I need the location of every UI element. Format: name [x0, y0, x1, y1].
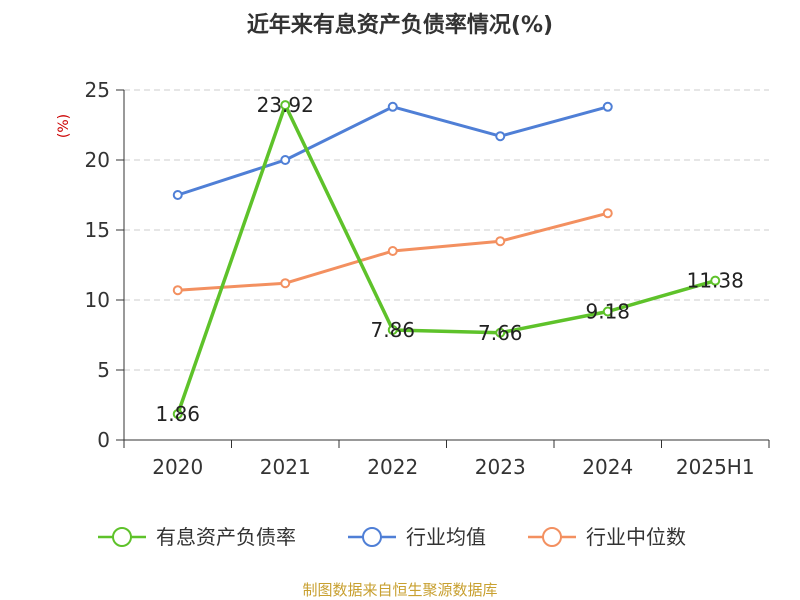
data-point — [172, 190, 183, 200]
data-point — [387, 324, 398, 335]
x-tick-label: 2021 — [260, 455, 311, 479]
data-label: 1.86 — [155, 402, 200, 426]
legend-marker — [112, 527, 132, 547]
y-tick-label: 15 — [85, 218, 110, 242]
data-labels: 1.86 23.92 7.86 7.66 9.18 11.38 — [155, 93, 743, 426]
grid-lines — [124, 89, 769, 371]
y-axis-label: (%) — [56, 114, 72, 138]
chart-title: 近年来有息资产负债率情况(%) — [247, 12, 553, 38]
data-label: 11.38 — [687, 269, 744, 293]
x-tick-label: 2024 — [582, 455, 633, 479]
legend-label: 有息资产负债率 — [156, 525, 296, 549]
data-point — [280, 155, 291, 165]
data-point — [495, 236, 506, 247]
source-text: 制图数据来自恒生聚源数据库 — [302, 581, 497, 599]
data-point — [495, 327, 506, 338]
legend-item[interactable]: 行业均值 — [348, 525, 486, 549]
data-point — [602, 101, 613, 112]
y-tick-label: 10 — [85, 288, 110, 312]
legend-marker — [362, 527, 382, 547]
y-tick-label: 25 — [85, 78, 110, 102]
data-label: 7.66 — [478, 321, 523, 345]
series-group — [172, 100, 721, 419]
data-point — [495, 131, 506, 142]
x-tick-label: 2022 — [367, 455, 418, 479]
legend-label: 行业均值 — [406, 525, 486, 549]
data-point — [280, 100, 291, 111]
data-point — [172, 285, 183, 296]
data-point — [387, 101, 398, 112]
x-tick-label: 2020 — [152, 455, 203, 479]
x-tick-label: 2025H1 — [676, 455, 755, 479]
series-line — [176, 103, 716, 415]
x-axis: 2020 2021 2022 2023 2024 2025H1 — [123, 439, 770, 479]
series-line — [177, 105, 609, 197]
y-tick-label: 0 — [97, 428, 110, 452]
data-label: 7.86 — [370, 318, 415, 342]
legend-item[interactable]: 有息资产负债率 — [98, 525, 296, 549]
data-label: 23.92 — [257, 93, 314, 117]
data-label: 9.18 — [585, 299, 630, 323]
data-point — [710, 275, 721, 286]
legend-label: 行业中位数 — [586, 525, 686, 549]
data-point — [172, 408, 183, 419]
y-tick-label: 5 — [97, 358, 110, 382]
data-point — [602, 208, 613, 219]
data-point — [387, 246, 398, 256]
y-tick-label: 20 — [85, 148, 110, 172]
data-point — [280, 278, 291, 289]
legend[interactable]: 有息资产负债率 行业均值 行业中位数 — [98, 525, 686, 549]
legend-item[interactable]: 行业中位数 — [528, 525, 686, 549]
legend-marker — [542, 527, 562, 547]
data-point — [602, 306, 613, 317]
x-tick-label: 2023 — [475, 455, 526, 479]
y-axis: 0 5 10 15 20 25 — [85, 78, 125, 452]
